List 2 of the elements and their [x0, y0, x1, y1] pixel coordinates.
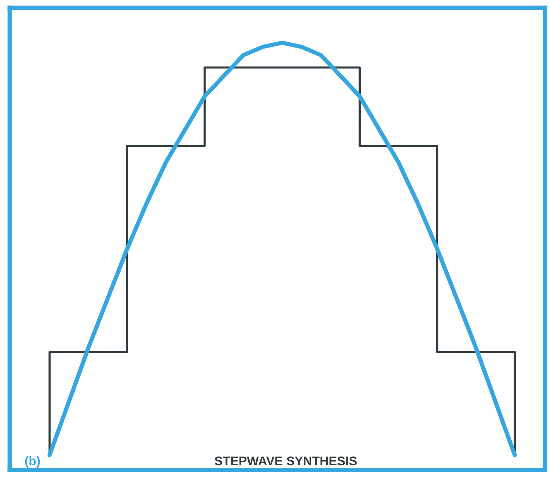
text: (b) [25, 456, 40, 468]
text: STEPWAVE SYNTHESIS [214, 456, 357, 466]
